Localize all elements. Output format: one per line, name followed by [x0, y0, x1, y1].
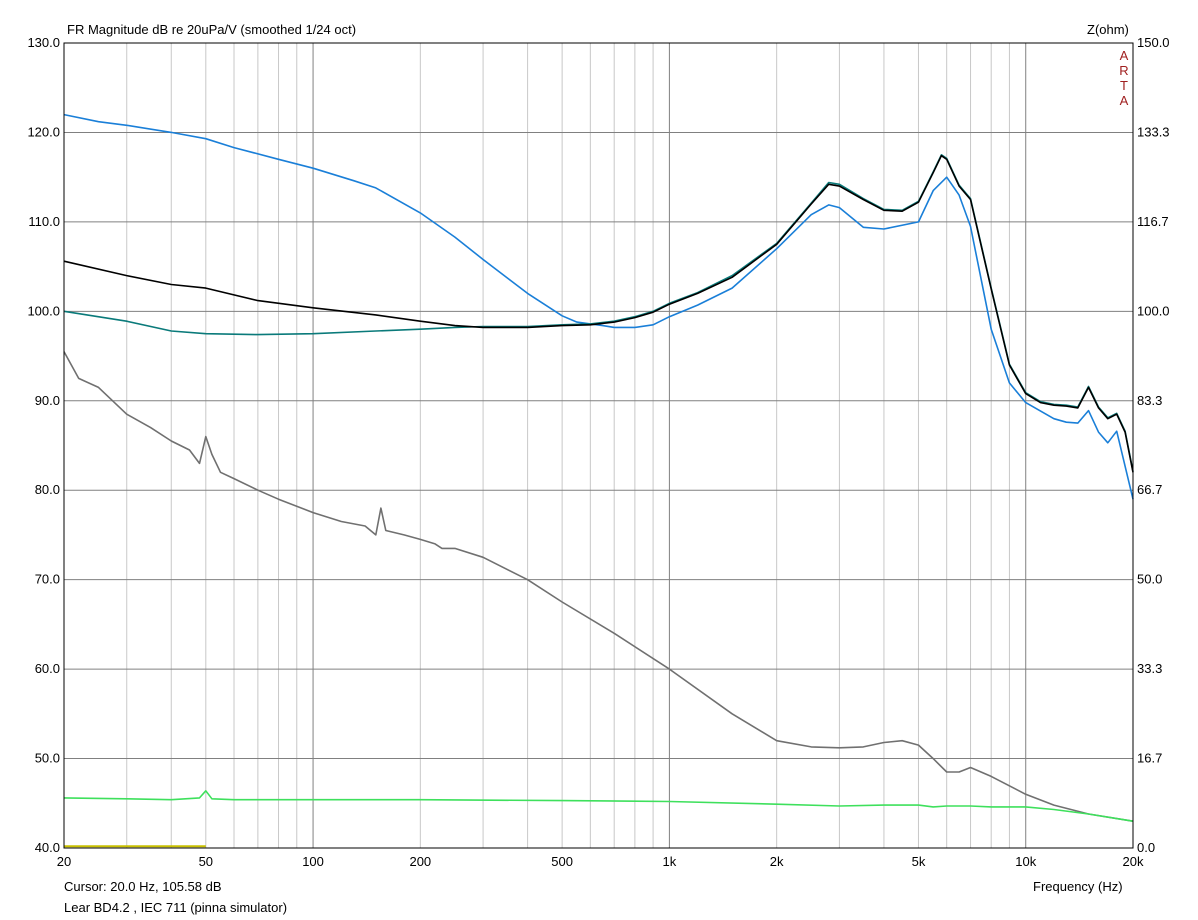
- plot-frame: [63, 42, 1134, 849]
- y-tick-label: 100.0: [27, 303, 60, 318]
- x-tick-label: 20: [57, 854, 71, 869]
- x-tick-label: 200: [409, 854, 431, 869]
- x-tick-label: 20k: [1123, 854, 1144, 869]
- right-axis-ticks: 0.0 16.7 33.3 50.0 66.7 83.3 100.0 116.7 133.3 15…: [1137, 35, 1170, 855]
- device-caption: Lear BD4.2 , IEC 711 (pinna simulator): [64, 900, 288, 915]
- grid-lines: [64, 43, 1133, 848]
- y-tick-label: 120.0: [27, 124, 60, 139]
- series-line: [63, 154, 1134, 473]
- y2-tick-label: 116.7: [1137, 214, 1169, 229]
- arta-logo-letter: R: [1119, 63, 1129, 78]
- y-tick-label: 130.0: [27, 35, 60, 50]
- y2-tick-label: 150.0: [1137, 35, 1170, 50]
- y-tick-label: 90.0: [35, 393, 60, 408]
- y2-tick-label: 16.7: [1137, 751, 1162, 766]
- x-tick-label: 2k: [770, 854, 784, 869]
- y-tick-label: 40.0: [35, 840, 60, 855]
- arta-logo: A R T A: [1118, 48, 1130, 108]
- series-line: [63, 351, 1134, 822]
- y-tick-label: 80.0: [35, 482, 60, 497]
- series-group: [63, 113, 1134, 848]
- y2-tick-label: 66.7: [1137, 482, 1162, 497]
- x-tick-label: 10k: [1015, 854, 1036, 869]
- arta-logo-letter: T: [1120, 78, 1128, 93]
- left-axis-ticks: 40.0 50.0 60.0 70.0 80.0 90.0 100.0 110.0 120.0 1…: [27, 35, 60, 855]
- x-tick-label: 100: [302, 854, 324, 869]
- chart-title: FR Magnitude dB re 20uPa/V (smoothed 1/2…: [67, 22, 357, 37]
- arta-logo-letter: A: [1119, 93, 1129, 108]
- y2-tick-label: 0.0: [1137, 840, 1155, 855]
- y2-tick-label: 100.0: [1137, 303, 1170, 318]
- right-axis-title: Z(ohm): [1087, 22, 1129, 37]
- x-axis-label: Frequency (Hz): [1033, 879, 1123, 894]
- x-tick-label: 5k: [912, 854, 926, 869]
- y-tick-label: 60.0: [35, 661, 60, 676]
- y2-tick-label: 50.0: [1137, 572, 1162, 587]
- y2-tick-label: 133.3: [1137, 124, 1170, 139]
- y2-tick-label: 83.3: [1137, 393, 1162, 408]
- series-line: [63, 113, 1134, 500]
- x-tick-label: 1k: [663, 854, 677, 869]
- series-line: [63, 154, 1134, 472]
- y-tick-label: 70.0: [35, 572, 60, 587]
- y-tick-label: 110.0: [28, 214, 60, 229]
- x-tick-label: 50: [199, 854, 213, 869]
- x-axis-ticks: 20 50 100 200 500 1k 2k 5k 10k 20k: [57, 854, 1144, 869]
- x-tick-label: 500: [551, 854, 573, 869]
- arta-logo-letter: A: [1119, 48, 1129, 63]
- cursor-readout: Cursor: 20.0 Hz, 105.58 dB: [64, 879, 222, 894]
- y2-tick-label: 33.3: [1137, 661, 1162, 676]
- y-tick-label: 50.0: [35, 751, 60, 766]
- series-line: [63, 789, 1134, 822]
